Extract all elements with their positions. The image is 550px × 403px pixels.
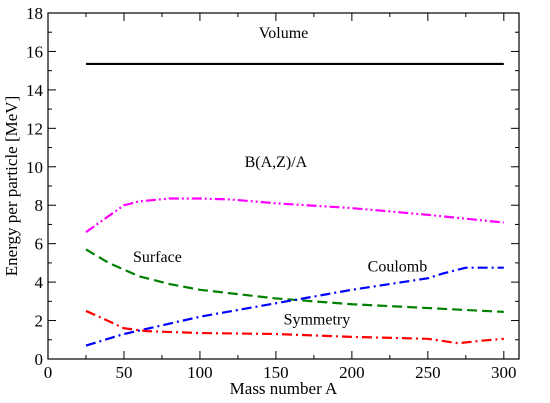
y-tick-label: 14: [26, 81, 44, 100]
x-tick-label: 300: [491, 363, 517, 382]
y-tick-label: 8: [35, 196, 44, 215]
y-tick-label: 12: [26, 119, 43, 138]
x-tick-label: 200: [339, 363, 365, 382]
x-tick-label: 250: [415, 363, 441, 382]
b-a-z-a-series-line: [85, 197, 504, 234]
b-a-z-a-label: B(A,Z)/A: [245, 154, 308, 171]
y-tick-label: 18: [26, 4, 43, 23]
symmetry-series-line: [85, 309, 504, 345]
y-axis-label: Energy per particle [MeV]: [2, 96, 21, 276]
volume-label: Volume: [259, 25, 308, 42]
x-tick-label: 150: [263, 363, 289, 382]
y-tick-label: 0: [35, 350, 44, 369]
x-tick-label: 100: [187, 363, 213, 382]
y-tick-label: 6: [35, 235, 44, 254]
x-tick-label: 50: [115, 363, 132, 382]
y-tick-label: 4: [35, 273, 44, 292]
symmetry-label: Symmetry: [284, 311, 351, 328]
y-tick-label: 16: [26, 42, 43, 61]
surface-label: Surface: [133, 249, 182, 266]
x-axis-label: Mass number A: [230, 379, 338, 398]
y-tick-label: 2: [35, 312, 44, 331]
y-tick-label: 10: [26, 158, 43, 177]
surface-series-line: [85, 248, 504, 314]
coulomb-series-line: [85, 266, 504, 347]
coulomb-label: Coulomb: [368, 259, 428, 276]
x-tick-label: 0: [44, 363, 53, 382]
